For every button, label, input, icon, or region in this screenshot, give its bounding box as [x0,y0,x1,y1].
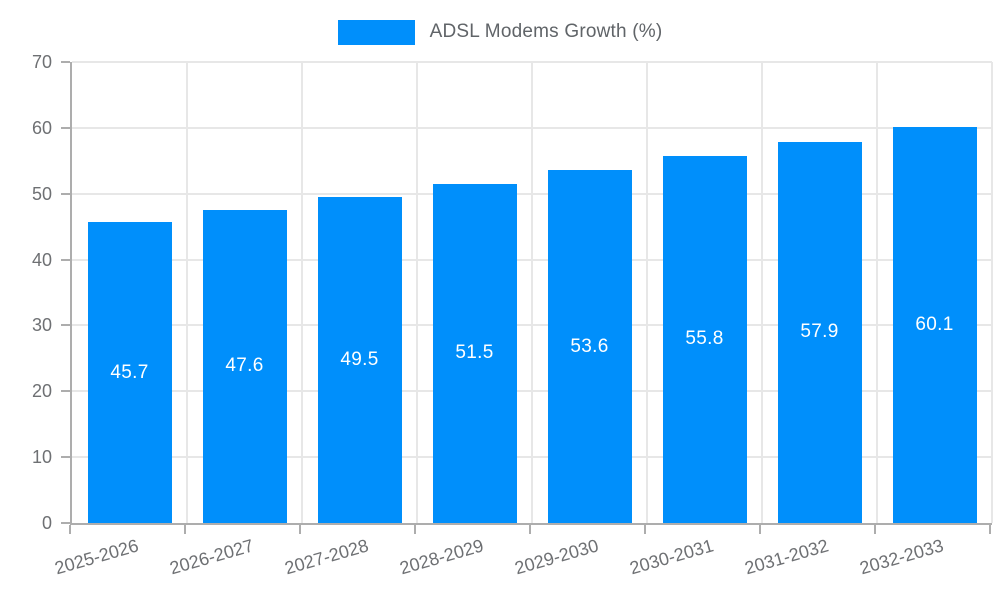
y-axis-tick-label: 40 [31,249,52,270]
y-axis-tick-label: 60 [31,117,52,138]
bar-value-label: 47.6 [225,355,264,377]
bar-value-label: 45.7 [110,361,149,383]
gridline-vertical [186,62,188,523]
bar-value-label: 49.5 [340,349,379,370]
x-axis-tick [989,525,991,534]
bar-value-label: 53.6 [570,335,609,357]
x-axis-tick [414,525,416,534]
y-axis-tick [61,61,70,63]
y-axis-tick-label: 70 [31,52,52,72]
bar-value-label: 60.1 [915,314,954,336]
gridline-vertical [646,62,648,523]
plot-area: 45.7 47.6 49.5 51.5 53.6 55.8 57.9 60.1 [70,61,993,525]
y-axis-tick [61,324,70,327]
gridline-vertical [301,62,303,523]
y-axis-tick [61,390,70,393]
bar-value-label: 51.5 [455,342,494,364]
bar[interactable]: 49.5 [317,197,402,523]
y-axis-tick-label: 20 [31,381,52,402]
chart-legend[interactable]: ADSL Modems Growth (%) [0,18,1000,46]
x-axis-tick [644,525,646,534]
y-axis-tick-label: 10 [31,447,52,468]
bar[interactable]: 45.7 [87,222,172,523]
bar[interactable]: 47.6 [202,209,287,523]
bar[interactable]: 55.8 [662,155,747,523]
bar-value-label: 55.8 [685,328,724,350]
y-axis-tick-label: 30 [31,315,52,336]
bar[interactable]: 57.9 [777,141,862,523]
y-axis-tick [61,192,70,195]
bar[interactable]: 60.1 [892,127,977,523]
bar[interactable]: 53.6 [547,170,632,523]
legend-label: ADSL Modems Growth (%) [429,21,663,42]
y-axis-tick [61,456,70,459]
x-axis-tick [874,525,876,534]
legend-swatch-icon [337,19,415,45]
y-axis-tick-label: 0 [41,513,52,533]
y-axis-tick-label: 50 [31,183,52,204]
gridline-vertical [531,62,533,523]
x-axis-tick [529,525,531,534]
y-axis-tick [61,258,70,261]
y-axis-tick [61,522,70,524]
bar-value-label: 57.9 [800,321,839,343]
bar[interactable]: 51.5 [432,183,517,523]
gridline-vertical [761,62,763,523]
gridline-vertical [876,62,878,523]
x-axis-tick [299,525,301,534]
gridline-vertical [991,62,993,523]
gridline-vertical [416,62,418,523]
x-axis-tick [759,525,761,534]
y-axis-tick [61,126,70,129]
x-axis-tick [184,525,186,534]
x-axis-tick [69,525,71,534]
